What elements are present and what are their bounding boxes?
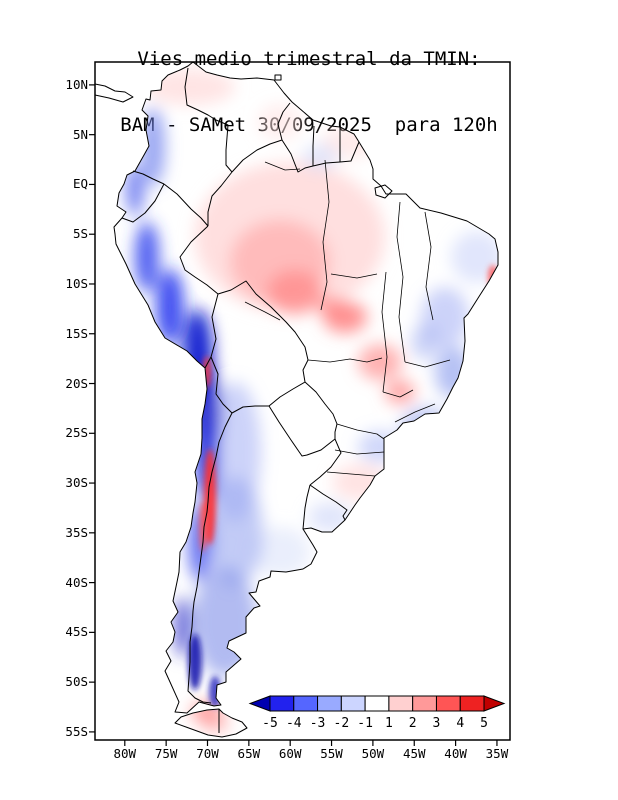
lon-axis-label: 80W: [113, 746, 137, 761]
lat-axis-label: 15S: [65, 325, 88, 341]
lon-axis-label: 70W: [196, 746, 219, 761]
lat-axis-label: 40S: [65, 574, 88, 590]
lat-axis-label: 10S: [65, 275, 88, 291]
colorbar-segment: [269, 695, 295, 712]
colorbar-tick-label: -1: [357, 716, 373, 731]
colorbar-segment: [435, 695, 461, 712]
lat-axis-label: 5S: [72, 226, 88, 242]
colorbar-tick-label: 4: [456, 716, 464, 731]
lat-axis-label: 55S: [65, 723, 88, 739]
colorbar-segment: [293, 695, 319, 712]
lon-axis-label: 55W: [320, 746, 343, 761]
axis-ticks: [89, 84, 498, 746]
lat-axis-label: 5N: [72, 126, 88, 142]
colorbar-tick-label: 2: [409, 716, 417, 731]
colorbar-tick-label: -2: [334, 716, 350, 731]
lat-axis-label: 50S: [65, 674, 88, 690]
south-america-map: [89, 61, 511, 746]
colorbar-segment: [483, 695, 506, 712]
lat-axis-label: 30S: [65, 475, 88, 491]
lat-axis-label: 35S: [65, 524, 88, 540]
colorbar-tick-label: -3: [310, 716, 326, 731]
lon-axis-label: 40W: [444, 746, 467, 761]
colorbar-segment: [317, 695, 342, 712]
lat-axis-label: 20S: [65, 375, 88, 391]
lat-axis-label: 10N: [65, 76, 88, 92]
colorbar-segment: [248, 695, 271, 712]
colorbar-segment: [340, 695, 366, 712]
lon-axis-label: 35W: [485, 746, 509, 761]
lon-axis-label: 75W: [154, 746, 178, 761]
coastline: [94, 61, 499, 738]
plot-frame: [94, 61, 511, 741]
colorbar-tick-label: -4: [286, 716, 302, 731]
colorbar-tick-label: 5: [480, 716, 488, 731]
country-borders: [121, 67, 360, 733]
colorbar-tick-label: -5: [262, 716, 278, 731]
state-borders: [244, 159, 451, 477]
colorbar-segment: [459, 695, 485, 712]
bias-shading-field: [126, 69, 498, 732]
colorbar-tick-label: 3: [433, 716, 441, 731]
colorbar: -5 -4 -3 -2 -1 1 2 3 4 5: [248, 695, 506, 731]
colorbar-tick-label: 1: [385, 716, 393, 731]
lat-axis-label: 45S: [65, 624, 88, 640]
lon-axis-label: 65W: [237, 746, 261, 761]
lat-axis-label: 25S: [65, 425, 88, 441]
colorbar-segment: [388, 695, 414, 712]
title-line-1: Vies medio trimestral da TMIN:: [137, 48, 481, 70]
lon-axis-label: 60W: [278, 746, 302, 761]
colorbar-segment: [412, 695, 437, 712]
lon-axis-label: 45W: [402, 746, 426, 761]
lon-axis-label: 50W: [361, 746, 385, 761]
lat-axis-label: EQ: [72, 176, 88, 192]
colorbar-segment: [364, 695, 390, 712]
